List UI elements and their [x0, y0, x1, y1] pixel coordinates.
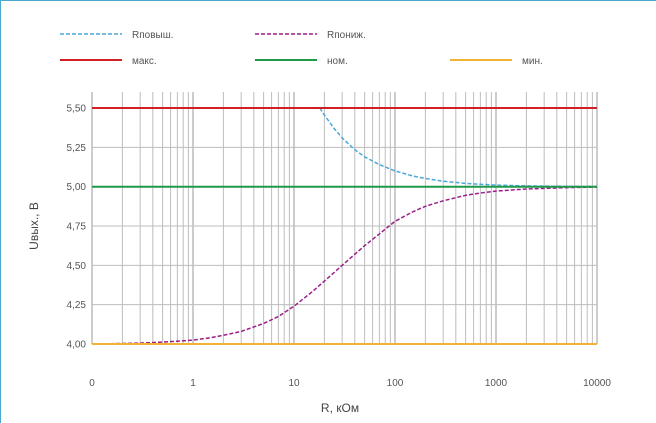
y-tick-label: 4,25: [67, 300, 87, 311]
y-tick-labels: 4,00 4,25 4,50 4,75 5,00 5,25 5,50: [67, 104, 87, 351]
y-tick-label: 5,50: [67, 104, 87, 115]
y-tick-label: 4,50: [67, 261, 87, 272]
legend-label: Rповыш.: [132, 30, 174, 41]
x-axis-label: R, кОм: [321, 401, 359, 415]
series-line: [91, 186, 598, 345]
legend: Rповыш. Rпониж. макс. ном. мин.: [60, 30, 543, 67]
y-tick-label: 4,75: [67, 222, 87, 233]
x-tick-label: 0: [89, 378, 95, 389]
series-layer: [91, 107, 598, 345]
x-tick-label: 1: [190, 378, 196, 389]
x-tick-label: 10: [288, 378, 300, 389]
x-tick-label: 1000: [485, 378, 508, 389]
y-tick-label: 5,25: [67, 143, 87, 154]
x-tick-label: 10000: [583, 378, 611, 389]
y-tick-label: 4,00: [67, 340, 87, 351]
grid: [91, 92, 598, 345]
series-line: [319, 107, 598, 188]
y-axis-label: Uвых., В: [27, 202, 41, 250]
legend-label: макс.: [132, 56, 157, 67]
y-tick-label: 5,00: [67, 182, 87, 193]
x-tick-labels: 0 1 10 100 1000 10000: [89, 378, 611, 389]
legend-label: Rпониж.: [327, 30, 366, 41]
legend-label: мин.: [522, 56, 543, 67]
legend-label: ном.: [327, 56, 348, 67]
x-tick-label: 100: [387, 378, 404, 389]
